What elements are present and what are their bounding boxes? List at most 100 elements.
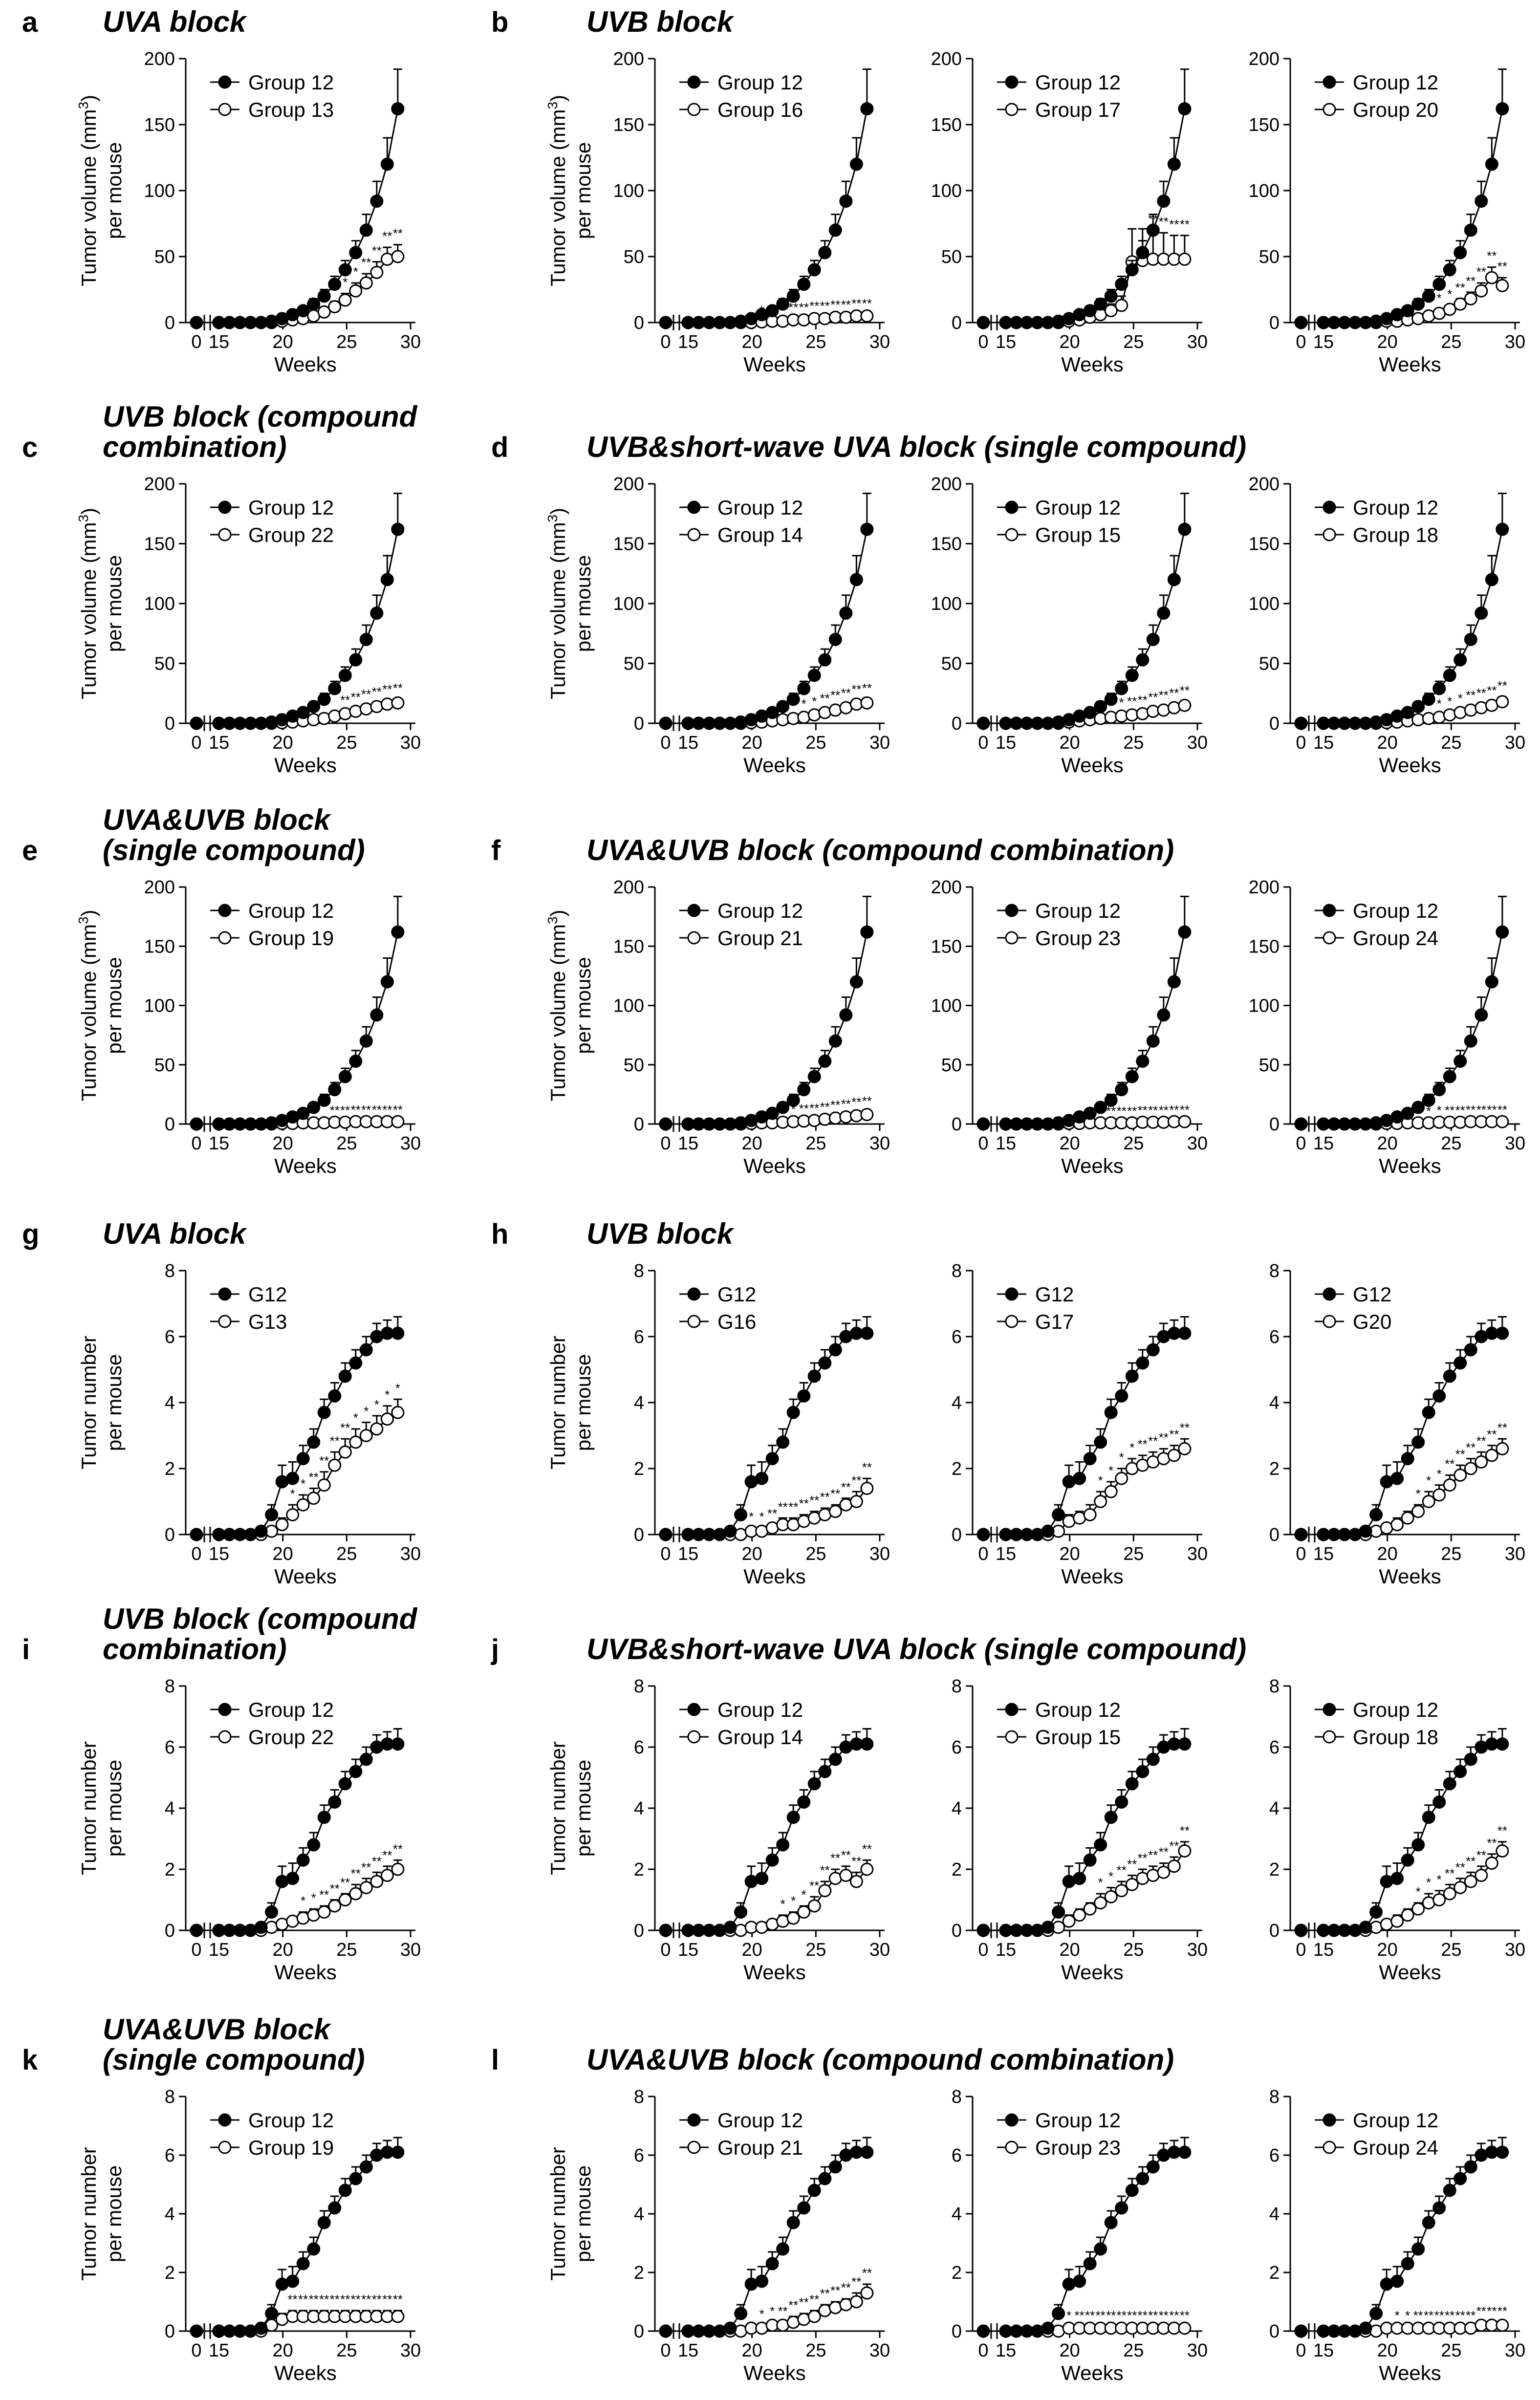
significance-mark: ** (1138, 2308, 1148, 2323)
data-point (1294, 1924, 1308, 1937)
panel-title: UVB block (compound (103, 1602, 418, 1635)
y-tick-label: 2 (952, 1859, 962, 1880)
legend-label: Group 19 (248, 927, 334, 950)
data-point (349, 1765, 363, 1778)
x-tick-label: 25 (336, 1133, 357, 1154)
series-line (666, 108, 868, 324)
data-point (1422, 1495, 1435, 1508)
data-point (286, 1471, 300, 1485)
legend-label: Group 12 (1353, 71, 1438, 94)
x-tick-label: 0 (660, 1133, 671, 1154)
data-point (1464, 1034, 1477, 1048)
significance-mark: ** (1476, 1848, 1486, 1862)
significance-mark: * (1098, 1473, 1103, 1488)
data-point (338, 263, 352, 277)
significance-mark: * (781, 1897, 785, 1911)
y-tick-label: 6 (1269, 1737, 1280, 1758)
data-point (1422, 289, 1435, 303)
data-point (338, 293, 352, 307)
data-point (1485, 1449, 1498, 1462)
significance-mark: ** (1434, 2308, 1444, 2323)
data-point (1115, 299, 1128, 312)
significance-mark: * (1437, 1872, 1442, 1887)
x-tick-label: 30 (1505, 1133, 1525, 1154)
significance-mark: ** (1127, 2308, 1137, 2323)
data-point (307, 297, 321, 311)
significance-mark: ** (851, 1095, 861, 1109)
x-tick-label: 30 (869, 1940, 890, 1960)
y-tick-label: 6 (952, 1327, 962, 1347)
data-point (317, 1478, 331, 1492)
data-point (317, 305, 331, 319)
x-axis-label: Weeks (743, 353, 806, 376)
data-point (1390, 1518, 1404, 1532)
significance-mark: ** (340, 1103, 350, 1118)
significance-mark: ** (788, 300, 798, 315)
y-tick-label: 200 (931, 877, 962, 898)
data-point (1094, 1896, 1107, 1910)
data-point (349, 1435, 363, 1449)
data-point (317, 692, 331, 706)
significance-mark: * (1405, 2308, 1410, 2323)
data-point (723, 2321, 737, 2335)
x-tick-label: 0 (978, 2340, 988, 2361)
y-tick-label: 6 (634, 1327, 644, 1347)
y-tick-label: 100 (144, 594, 175, 614)
data-point (1464, 1462, 1477, 1475)
x-axis-label: Weeks (1061, 353, 1124, 376)
data-point (190, 716, 203, 730)
data-point (776, 1838, 790, 1852)
data-point (1475, 195, 1488, 208)
legend-label: Group 14 (717, 1726, 803, 1749)
data-point (328, 278, 342, 291)
data-point (1369, 1508, 1383, 1521)
data-point (1083, 1106, 1097, 1120)
legend-label: Group 18 (1353, 1726, 1438, 1749)
x-tick-label: 0 (191, 1133, 201, 1154)
significance-mark: ** (830, 298, 840, 312)
y-tick-label: 6 (165, 1737, 175, 1758)
significance-mark: ** (393, 226, 403, 241)
significance-mark: ** (841, 686, 851, 700)
significance-mark: ** (1180, 1420, 1190, 1435)
x-tick-label: 30 (400, 1544, 421, 1564)
data-point (380, 1869, 394, 1882)
x-axis-label: Weeks (274, 1154, 337, 1177)
significance-mark: ** (361, 255, 371, 270)
y-tick-label: 0 (952, 1921, 962, 1941)
significance-mark: ** (1159, 1430, 1169, 1445)
y-tick-label: 50 (624, 1055, 644, 1076)
significance-mark: ** (841, 298, 851, 312)
data-point (1496, 1737, 1509, 1751)
x-tick-label: 30 (400, 332, 421, 352)
significance-mark: ** (1169, 1103, 1179, 1117)
legend-marker (1005, 904, 1019, 917)
panel-title: UVB block (586, 5, 735, 38)
data-point (1453, 1054, 1467, 1068)
data-point (786, 289, 800, 303)
data-point (860, 2286, 874, 2300)
y-tick-label: 200 (144, 474, 175, 495)
significance-mark: ** (809, 1878, 819, 1893)
y-axis-label: Tumor number per mouse (77, 1336, 126, 1470)
y-axis-label: Tumor volume (mm3)per mouse (545, 909, 595, 1101)
data-point (786, 1094, 800, 1107)
data-point (1136, 246, 1150, 259)
data-point (338, 1777, 352, 1791)
series-line (1301, 2151, 1502, 2332)
data-point (755, 1471, 769, 1485)
y-tick-label: 200 (931, 474, 962, 495)
x-tick-label: 25 (1123, 1133, 1144, 1154)
series-line (983, 1743, 1185, 1931)
data-point (1453, 1881, 1467, 1894)
data-point (818, 653, 832, 667)
data-point (370, 1422, 384, 1436)
x-tick-label: 15 (678, 2340, 698, 2361)
y-tick-label: 2 (634, 1459, 644, 1479)
legend-label: G12 (1035, 1283, 1074, 1306)
data-point (1475, 1869, 1488, 1882)
significance-mark: ** (1148, 1103, 1158, 1118)
data-point (349, 284, 363, 298)
x-tick-label: 0 (191, 1940, 201, 1960)
